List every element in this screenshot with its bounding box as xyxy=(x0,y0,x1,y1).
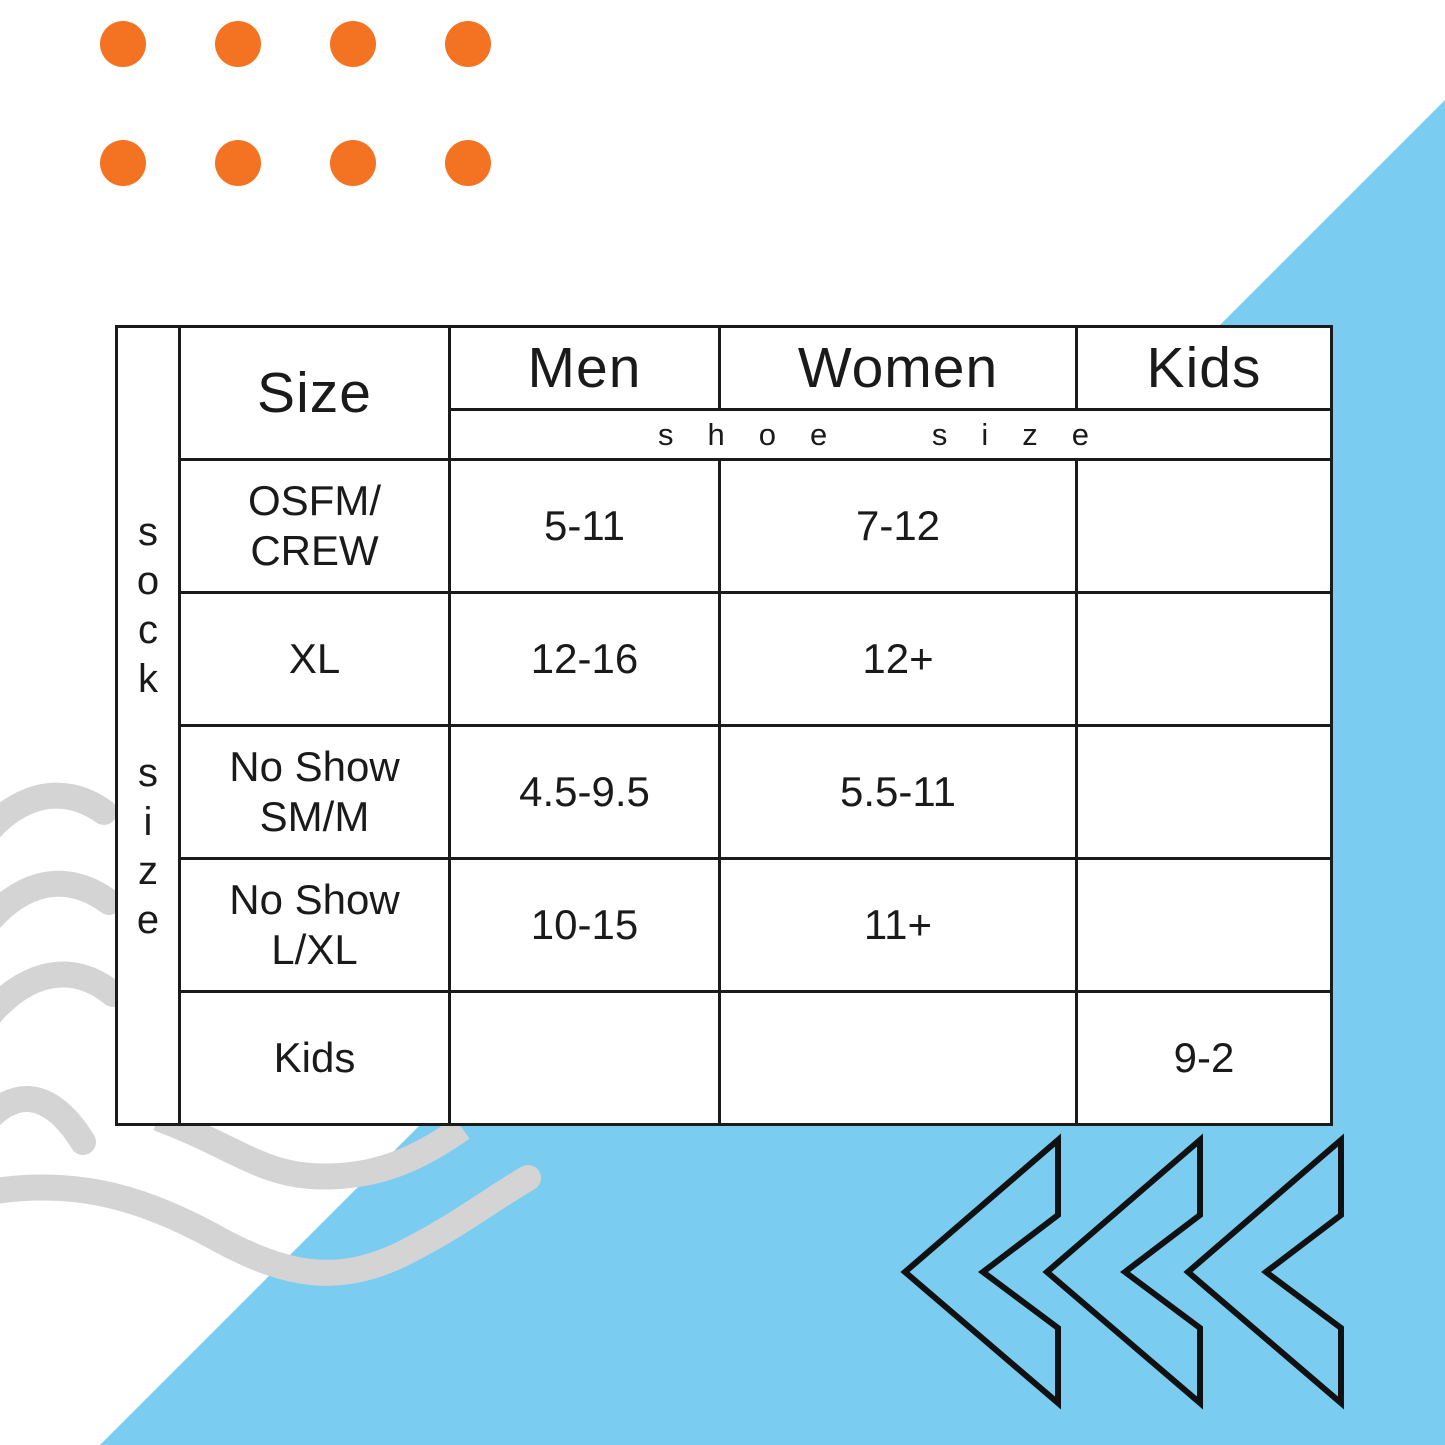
men-value: 10-15 xyxy=(448,857,721,993)
kids-value: 9-2 xyxy=(1075,990,1333,1126)
gray-waves-decoration xyxy=(0,782,541,1286)
kids-value xyxy=(1075,857,1333,993)
men-value: 5-11 xyxy=(448,458,721,594)
men-value: 4.5-9.5 xyxy=(448,724,721,860)
shoe-size-subheader: shoe size xyxy=(448,408,1333,461)
size-column-header: Size xyxy=(178,325,451,461)
table-row: No Show L/XL 10-15 11+ xyxy=(117,857,1333,993)
women-column-header: Women xyxy=(718,325,1078,411)
table-row: Kids 9-2 xyxy=(117,990,1333,1126)
women-value xyxy=(718,990,1078,1126)
kids-value xyxy=(1075,591,1333,727)
table-row: No Show SM/M 4.5-9.5 5.5-11 xyxy=(117,724,1333,860)
kids-value xyxy=(1075,458,1333,594)
women-value: 7-12 xyxy=(718,458,1078,594)
table-row: OSFM/ CREW 5-11 7-12 xyxy=(117,458,1333,594)
row-label-noshow-lxl: No Show L/XL xyxy=(178,857,451,993)
women-value: 12+ xyxy=(718,591,1078,727)
chevron-left-arrows-icon xyxy=(900,1133,1344,1410)
orange-dots-pattern xyxy=(100,21,491,186)
men-value: 12-16 xyxy=(448,591,721,727)
women-value: 11+ xyxy=(718,857,1078,993)
women-value: 5.5-11 xyxy=(718,724,1078,860)
men-value xyxy=(448,990,721,1126)
kids-column-header: Kids xyxy=(1075,325,1333,411)
kids-value xyxy=(1075,724,1333,860)
row-label-xl: XL xyxy=(178,591,451,727)
table-row: XL 12-16 12+ xyxy=(117,591,1333,727)
row-label-osfm-crew: OSFM/ CREW xyxy=(178,458,451,594)
row-label-noshow-smm: No Show SM/M xyxy=(178,724,451,860)
row-label-kids: Kids xyxy=(178,990,451,1126)
men-column-header: Men xyxy=(448,325,721,411)
